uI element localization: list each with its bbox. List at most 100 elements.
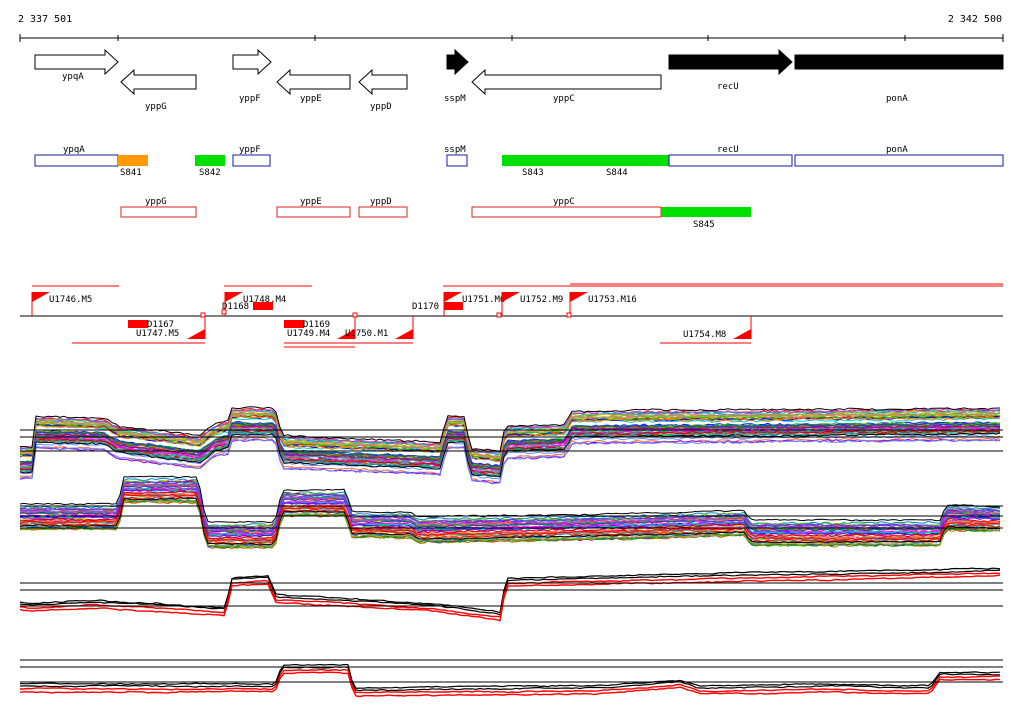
transcript-u1747[interactable]: U1747.M5: [72, 316, 206, 344]
segment-label-s841: S841: [120, 168, 142, 178]
gene-arrow-pona[interactable]: [794, 54, 1004, 70]
profile-line: [19, 487, 1001, 537]
transcript-u1752[interactable]: U1752.M9: [501, 292, 563, 316]
feature-box-recu[interactable]: [668, 154, 793, 167]
feature-box-yppg[interactable]: [120, 206, 197, 218]
profile-line: [19, 671, 1001, 698]
segment-label-s845: S845: [693, 220, 715, 230]
downshift-label-d1170: D1170: [412, 302, 439, 312]
profile-line: [19, 666, 1000, 692]
segment-s845[interactable]: [661, 207, 751, 217]
profile-line: [19, 408, 1001, 453]
transcript-track: U1746.M5 U1748.M4 U1751.M6 U1752.M9 U175: [20, 283, 1003, 348]
feature-label-pona: ponA: [886, 145, 908, 155]
gene-label-yppc: yppC: [553, 94, 575, 104]
downshift-label-d1167: D1167: [147, 320, 174, 330]
profile-line: [19, 491, 1001, 540]
segment-s843-s844[interactable]: [502, 155, 669, 166]
expression-panel-3: [19, 567, 1003, 622]
transcript-u1753[interactable]: U1753.M16: [569, 292, 637, 316]
downshift-d1168[interactable]: D1168: [221, 302, 273, 315]
segment-label-s842: S842: [199, 168, 221, 178]
gene-arrow-yppg[interactable]: [120, 68, 197, 96]
profile-line: [19, 406, 1001, 453]
feature-box-pona[interactable]: [794, 154, 1004, 167]
profile-line: [19, 569, 1001, 616]
gene-label-yppd: yppD: [370, 102, 392, 112]
transcript-u1749[interactable]: U1749.M4: [284, 316, 356, 348]
feature-label-recu: recU: [717, 145, 739, 155]
profile-line: [19, 499, 1001, 548]
gene-label-yppe: yppE: [300, 94, 322, 104]
feature-box-sspm[interactable]: [446, 154, 468, 167]
feature-label-ypqa: ypqA: [63, 145, 85, 155]
profile-line: [19, 489, 1001, 538]
feature-label-sspm: sspM: [444, 145, 466, 155]
transcript-label-u1749: U1749.M4: [287, 329, 330, 339]
profile-line: [19, 485, 1001, 534]
gene-label-ypqa: ypqA: [62, 72, 84, 82]
profile-line: [19, 574, 1001, 622]
profile-line: [19, 429, 1001, 475]
transcript-label-u1752: U1752.M9: [520, 295, 563, 305]
transcript-label-u1754: U1754.M8: [683, 330, 726, 340]
transcript-label-u1753: U1753.M16: [588, 295, 637, 305]
feature-label-yppg: yppG: [145, 197, 167, 207]
feature-box-yppd[interactable]: [358, 206, 408, 218]
feature-label-yppf: yppF: [239, 145, 261, 155]
scale-axis: [19, 34, 1004, 42]
downshift-d1169[interactable]: D1169: [284, 312, 358, 330]
gene-arrow-sspm[interactable]: [446, 48, 469, 76]
feature-box-ypqa[interactable]: [34, 154, 119, 167]
transcript-label-u1750: U1750.M1: [345, 329, 388, 339]
profile-line: [19, 408, 1001, 453]
profile-line: [19, 438, 1001, 485]
reverse-feature-track: yppG yppE yppD yppC S845: [120, 197, 751, 230]
gene-arrow-recu[interactable]: [668, 48, 793, 76]
gene-arrow-track: ypqA yppG yppF yppE yppD sspM yppC recU: [34, 48, 1004, 112]
gene-label-pona: ponA: [886, 94, 908, 104]
profile-line: [19, 663, 1001, 690]
profile-line: [19, 493, 1001, 542]
profile-line: [19, 413, 1001, 461]
end-coordinate: 2 342 500: [947, 14, 1002, 25]
profile-line: [19, 480, 1001, 529]
transcript-u1746[interactable]: U1746.M5: [31, 292, 92, 316]
transcript-label-u1746: U1746.M5: [49, 295, 92, 305]
segment-s842[interactable]: [195, 155, 225, 166]
gene-label-sspm: sspM: [444, 94, 466, 104]
downshift-label-d1169: D1169: [303, 320, 330, 330]
expression-panel-1: [19, 406, 1003, 485]
start-coordinate: 2 337 501: [18, 14, 73, 25]
feature-box-yppf[interactable]: [232, 154, 271, 167]
profile-line: [19, 493, 1001, 542]
gene-arrow-ypqa[interactable]: [34, 48, 119, 76]
downshift-d1170[interactable]: D1170: [412, 302, 572, 318]
feature-box-yppe[interactable]: [276, 206, 351, 218]
feature-label-yppe: yppE: [300, 197, 322, 207]
feature-box-yppc[interactable]: [471, 206, 662, 218]
profile-line: [19, 499, 1001, 549]
feature-label-yppc: yppC: [553, 197, 575, 207]
gene-arrow-yppf[interactable]: [232, 48, 272, 76]
profile-line: [19, 490, 1001, 540]
transcript-u1754[interactable]: U1754.M8: [660, 316, 752, 344]
transcript-u1750[interactable]: U1750.M1: [345, 316, 414, 344]
gene-arrow-yppd[interactable]: [358, 68, 408, 96]
profile-line: [19, 572, 1001, 618]
forward-feature-track: ypqA S841 S842 yppF sspM S843 S844 recU …: [34, 145, 1004, 178]
downshift-d1167[interactable]: D1167: [128, 312, 206, 330]
profile-line: [19, 412, 1001, 459]
expression-panel-4: [19, 659, 1003, 698]
profile-line: [19, 424, 1001, 470]
segment-s841[interactable]: [118, 155, 148, 166]
transcript-label-u1748: U1748.M4: [243, 295, 286, 305]
gene-label-recu: recU: [717, 82, 739, 92]
profile-line: [19, 497, 1001, 546]
gene-arrow-yppe[interactable]: [276, 68, 351, 96]
gene-arrow-yppc[interactable]: [471, 68, 662, 96]
segment-label-s843: S843: [522, 168, 544, 178]
transcript-label-u1747: U1747.M5: [136, 329, 179, 339]
